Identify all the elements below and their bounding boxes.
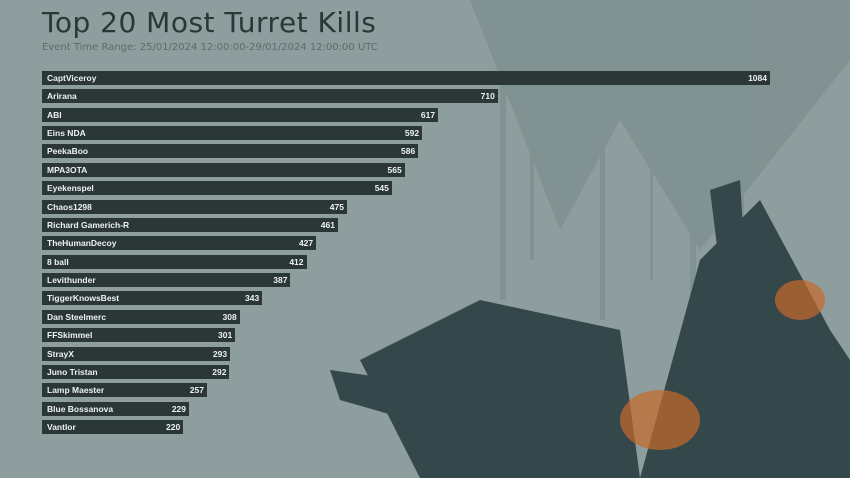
- bar: PeekaBoo 586: [42, 144, 419, 159]
- value-label: 710: [480, 91, 495, 102]
- category-label: Arirana: [47, 91, 77, 102]
- bar: StrayX 293: [42, 346, 231, 361]
- value-label: 301: [218, 330, 233, 341]
- category-label: PeekaBoo: [47, 146, 89, 157]
- bar: 8 ball 412: [42, 254, 307, 269]
- category-label: Vantlor: [47, 422, 76, 433]
- category-label: StrayX: [47, 348, 74, 359]
- category-label: Lamp Maester: [47, 385, 105, 396]
- value-label: 292: [212, 366, 227, 377]
- value-label: 545: [374, 183, 389, 194]
- bar: Dan Steelmerc 308: [42, 309, 240, 324]
- category-label: Eins NDA: [47, 128, 86, 139]
- bar: Blue Bossanova 229: [42, 401, 190, 416]
- value-label: 427: [298, 238, 314, 249]
- chart-title: Top 20 Most Turret Kills: [42, 6, 377, 39]
- value-label: 565: [387, 164, 402, 175]
- category-label: Levithunder: [47, 275, 96, 286]
- value-label: 293: [212, 348, 228, 359]
- bar: Eyekenspel 545: [42, 181, 392, 196]
- value-label: 308: [222, 311, 237, 322]
- bar: Lamp Maester 257: [42, 383, 207, 398]
- category-label: TheHumanDecoy: [47, 238, 117, 249]
- bar: Vantlor 220: [42, 420, 184, 435]
- category-label: Chaos1298: [47, 201, 92, 212]
- bar: Eins NDA 592: [42, 126, 423, 141]
- value-label: 220: [166, 422, 181, 433]
- bar: Levithunder 387: [42, 273, 291, 288]
- value-label: 475: [329, 201, 344, 212]
- bar: MPA3OTA 565: [42, 162, 405, 177]
- bar: CaptViceroy 1084: [42, 71, 770, 85]
- category-label: Dan Steelmerc: [47, 311, 107, 322]
- value-label: 1084: [748, 73, 767, 83]
- category-label: TiggerKnowsBest: [47, 293, 120, 304]
- category-label: FFSkimmel: [47, 330, 93, 341]
- value-label: 586: [401, 146, 416, 157]
- bar: Chaos1298 475: [42, 199, 347, 214]
- bar: Juno Tristan 292: [42, 364, 230, 379]
- value-label: 412: [289, 256, 304, 267]
- value-label: 617: [420, 109, 436, 120]
- value-label: 257: [189, 385, 204, 396]
- bar: TiggerKnowsBest 343: [42, 291, 263, 306]
- category-label: ABI: [47, 109, 62, 120]
- value-label: 229: [171, 403, 187, 414]
- bar: FFSkimmel 301: [42, 328, 236, 343]
- category-label: 8 ball: [47, 256, 69, 267]
- value-label: 461: [320, 219, 335, 230]
- category-label: Blue Bossanova: [47, 403, 114, 414]
- bar: Richard Gamerich-R 461: [42, 217, 338, 232]
- category-label: Richard Gamerich-R: [47, 219, 130, 230]
- category-label: Eyekenspel: [47, 183, 94, 194]
- chart-subtitle: Event Time Range: 25/01/2024 12:00:00-29…: [42, 42, 378, 53]
- value-label: 387: [273, 275, 288, 286]
- bar: ABI 617: [42, 107, 439, 122]
- bar: TheHumanDecoy 427: [42, 236, 317, 251]
- category-label: Juno Tristan: [47, 366, 98, 377]
- value-label: 343: [245, 293, 260, 304]
- category-label: MPA3OTA: [47, 164, 88, 175]
- category-label: CaptViceroy: [47, 73, 97, 83]
- value-label: 592: [404, 128, 420, 139]
- bar: Arirana 710: [42, 89, 498, 104]
